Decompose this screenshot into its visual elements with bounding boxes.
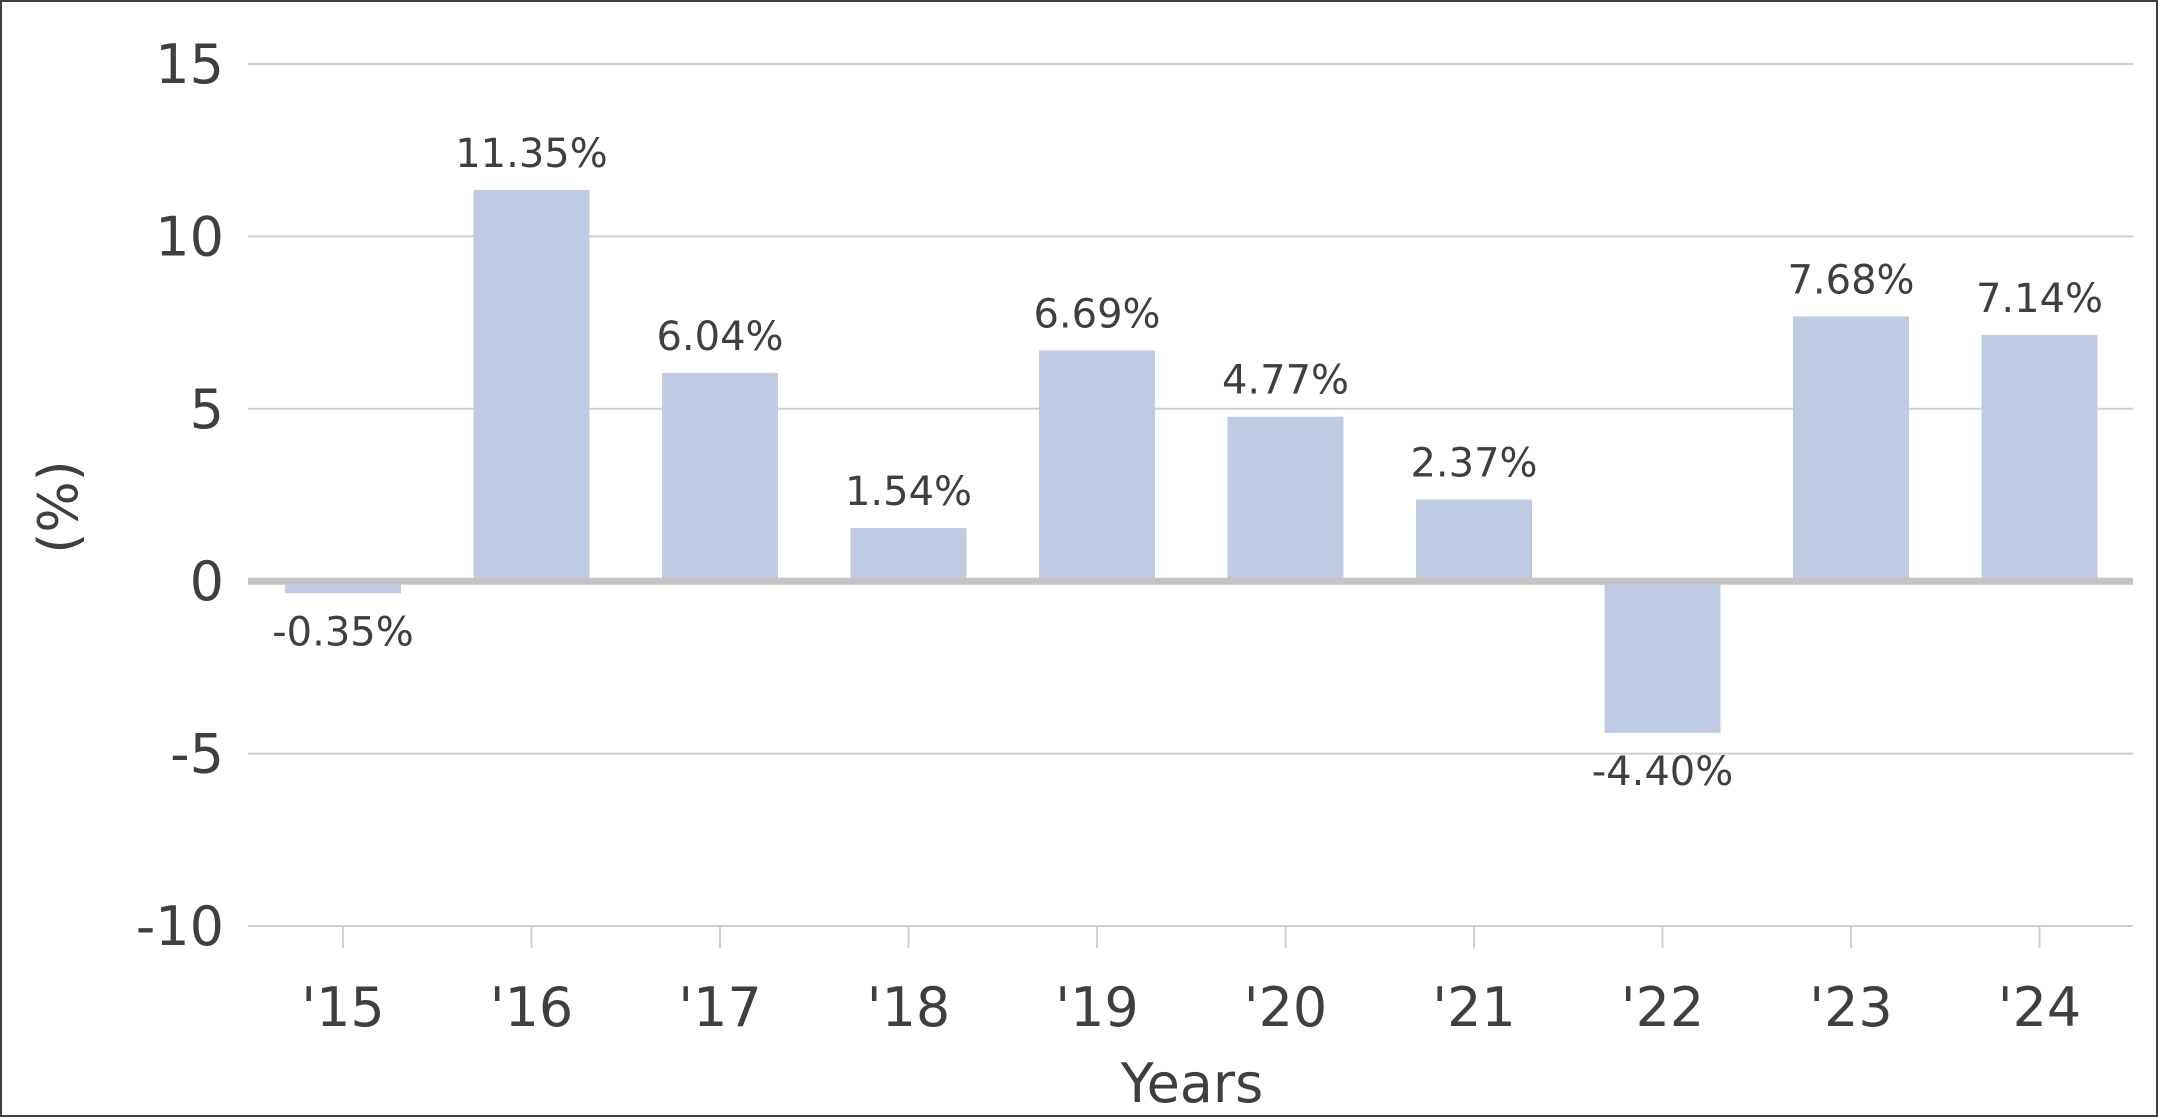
data-label: 1.54% [845,469,972,515]
bar [1604,581,1721,733]
x-tick-label: '19 [1055,976,1139,1039]
data-label: 4.77% [1222,358,1349,404]
bar [850,528,967,582]
data-label: 7.14% [1976,276,2103,322]
x-tick-label: '16 [490,976,574,1039]
bar [1981,335,2098,582]
y-tick-label: 0 [190,550,224,613]
bar [1039,350,1155,582]
x-tick-label: '18 [867,976,951,1039]
data-label: 2.37% [1410,440,1537,486]
data-label: -0.35% [272,609,414,655]
y-tick-label: -5 [170,723,224,786]
x-tick-label: '15 [301,976,385,1039]
y-tick-label: -10 [136,895,224,958]
data-label: 11.35% [455,131,608,177]
bars [285,189,2098,733]
bar [662,372,778,582]
bar [1416,499,1532,582]
x-tick-label: '23 [1809,976,1893,1039]
y-tick-label: 5 [190,378,224,441]
data-label: 7.68% [1787,257,1914,303]
x-tick-labels: '15 '16 '17 '18 '19 '20 '21 '22 '23 '24 [301,976,2081,1039]
x-tick-label: '24 [1998,976,2082,1039]
y-axis-title: (%) [27,460,90,553]
x-axis-title: Years [1120,1052,1263,1115]
data-label: -4.40% [1592,749,1734,795]
x-tick-label: '21 [1432,976,1516,1039]
y-tick-label: 10 [155,205,224,268]
x-tick-label: '22 [1621,976,1705,1039]
bar [1793,316,1909,582]
bar [1227,416,1344,582]
data-label: 6.04% [656,314,783,360]
bar [473,189,590,582]
x-tick-label: '20 [1244,976,1328,1039]
y-tick-label: 15 [155,33,224,96]
x-tick-label: '17 [678,976,762,1039]
y-tick-labels: 15 10 5 0 -5 -10 [136,33,224,958]
data-label: 6.69% [1033,292,1160,338]
data-labels: -0.35% 11.35% 6.04% 1.54% 6.69% 4.77% 2.37% -4.… [272,131,2103,795]
